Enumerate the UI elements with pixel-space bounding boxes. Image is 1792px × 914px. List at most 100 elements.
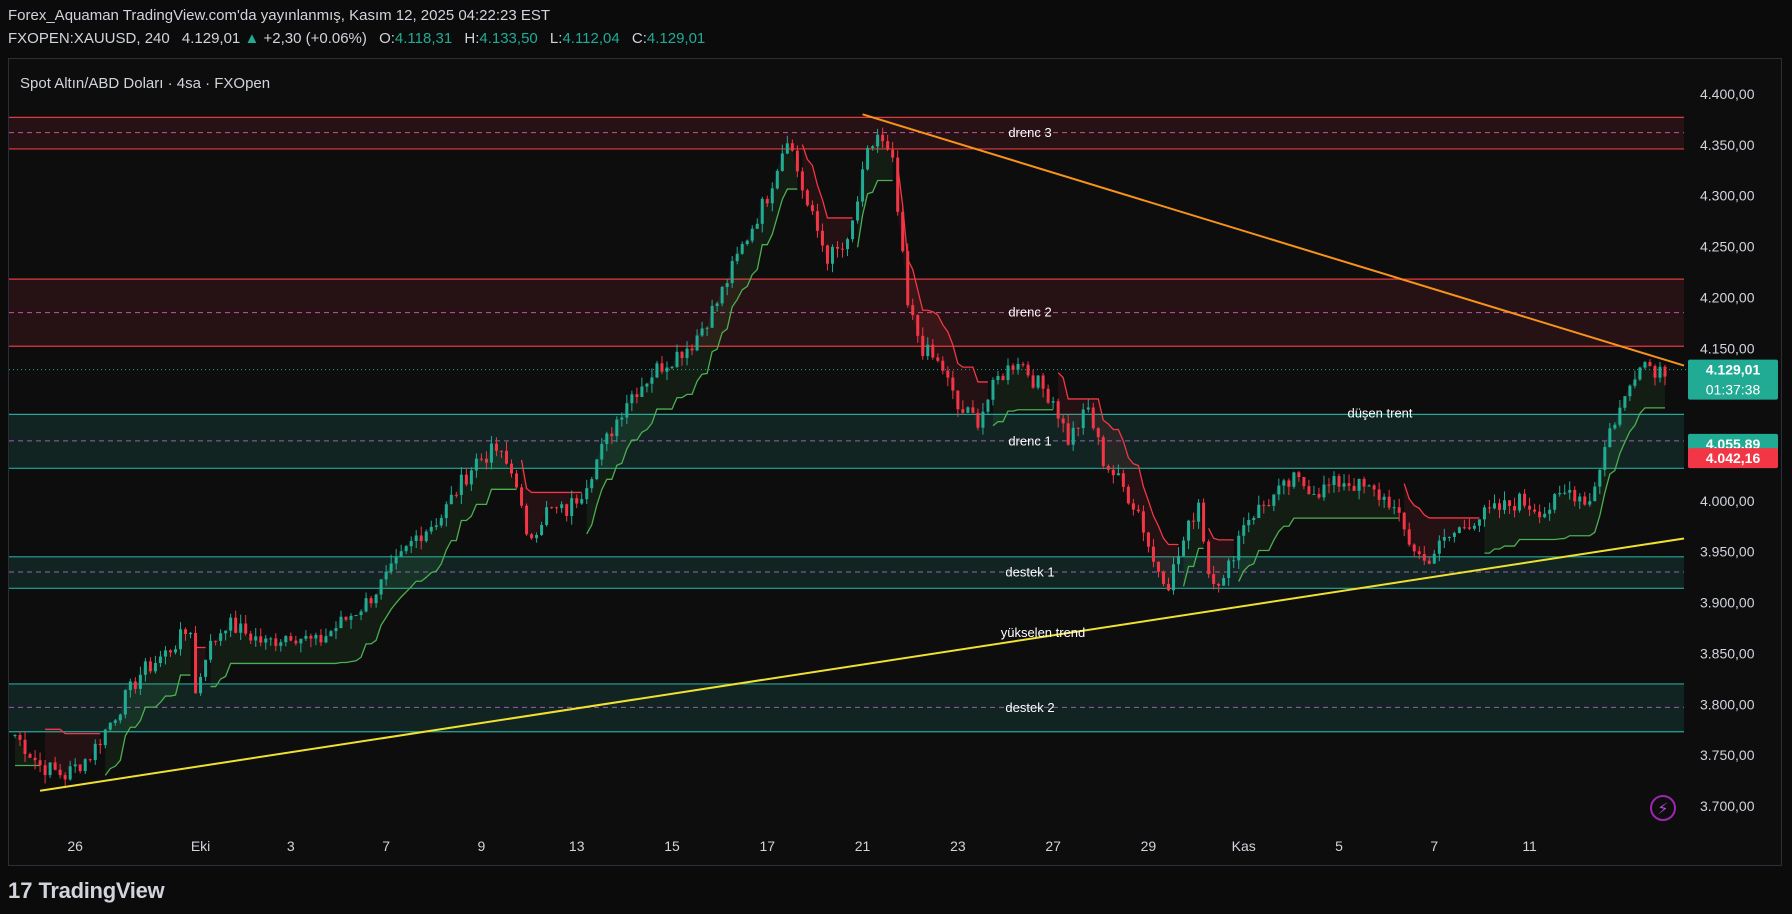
candle-body (620, 417, 624, 420)
candle-body (173, 649, 177, 653)
candle-body (1006, 365, 1010, 381)
x-tick-label: 29 (1141, 838, 1157, 854)
candle-body (971, 407, 975, 413)
candle-body (1467, 527, 1471, 529)
candle-body (93, 743, 97, 760)
supertrend-line (586, 188, 798, 535)
open-label: O: (379, 30, 395, 47)
candle-body (575, 498, 579, 504)
candle-body (18, 734, 22, 740)
candle-body (1151, 546, 1155, 562)
candle-body (610, 433, 614, 437)
candle-body (635, 394, 639, 397)
candle-body (966, 407, 970, 413)
candle-body (284, 636, 288, 643)
candle-body (961, 409, 965, 413)
candle-body (1578, 496, 1582, 502)
candle-body (1372, 485, 1376, 490)
candle-body (304, 635, 308, 639)
x-tick-label: 9 (478, 838, 486, 854)
candle-body (1257, 504, 1261, 518)
candle-body (1392, 507, 1396, 509)
candle-body (148, 661, 152, 672)
candle-body (1001, 375, 1005, 381)
candle-body (409, 541, 413, 547)
candle-body (123, 690, 127, 715)
x-tick-label: 11 (1522, 838, 1537, 854)
candle-body (13, 734, 17, 736)
brand-name: TradingView (38, 878, 165, 903)
lightning-icon[interactable]: ⚡ (1650, 795, 1676, 821)
candle-body (650, 377, 654, 384)
x-tick-label: 21 (855, 838, 871, 854)
candle-body (1222, 578, 1226, 586)
candle-body (835, 246, 839, 249)
candle-body (429, 526, 433, 532)
candle-body (936, 357, 940, 361)
candle-body (113, 720, 117, 723)
candle-body (1212, 574, 1216, 585)
candle-body (540, 524, 544, 535)
candle-body (1558, 493, 1562, 495)
candle-body (1156, 561, 1160, 572)
candle-body (289, 636, 293, 641)
candle-body (329, 631, 333, 637)
candle-body (1267, 505, 1271, 507)
candle-body (78, 764, 82, 772)
candle-body (1282, 480, 1286, 486)
candle-body (695, 335, 699, 351)
candle-body (1518, 493, 1522, 511)
candle-body (976, 412, 980, 428)
candle-body (730, 261, 734, 284)
candle-body (349, 615, 353, 620)
candle-body (1548, 509, 1552, 514)
candle-body (1347, 483, 1351, 486)
candle-body (1442, 537, 1446, 541)
price-tag-label: 4.055,89 (1706, 436, 1761, 452)
candle-body (1121, 473, 1125, 487)
y-tick-label: 3.800,00 (1700, 696, 1755, 712)
candle-body (720, 286, 724, 304)
candle-body (946, 370, 950, 378)
trendline-up (39, 537, 1685, 792)
candle-body (128, 681, 132, 691)
x-tick-label: Eki (191, 838, 210, 854)
candle-body (625, 403, 629, 418)
symbol-label: FXOPEN:XAUUSD, 240 (8, 30, 170, 47)
candle-body (670, 366, 674, 368)
candle-body (525, 505, 529, 535)
trend-fill (1404, 483, 1480, 564)
candle-body (1638, 367, 1642, 380)
supertrend-line (992, 409, 1054, 427)
y-tick-label: 4.350,00 (1700, 137, 1755, 153)
candle-body (449, 494, 453, 505)
candle-body (510, 463, 514, 474)
candle-body (1452, 532, 1456, 537)
candle-body (901, 211, 905, 252)
candle-body (434, 525, 438, 527)
candle-body (675, 351, 679, 367)
candle-body (319, 634, 323, 643)
zone-label: drenc 2 (1008, 305, 1051, 320)
candle-body (685, 348, 689, 359)
candle-body (1076, 427, 1080, 429)
candle-body (489, 443, 493, 463)
candle-body (991, 379, 995, 400)
candle-body (1663, 366, 1667, 377)
candle-body (665, 367, 669, 372)
candle-body (1538, 511, 1542, 518)
candle-body (1352, 485, 1356, 491)
close-label: C: (631, 30, 647, 47)
candle-body (38, 760, 42, 766)
trend-fill (521, 459, 582, 539)
candle-body (1166, 584, 1170, 591)
candle-body (1192, 520, 1196, 522)
candle-body (1553, 494, 1557, 510)
candle-body (1633, 379, 1637, 386)
low-label: L: (549, 30, 563, 47)
candle-body (871, 146, 875, 148)
candle-body (1187, 520, 1191, 541)
candle-body (520, 487, 524, 506)
candle-body (515, 473, 519, 488)
